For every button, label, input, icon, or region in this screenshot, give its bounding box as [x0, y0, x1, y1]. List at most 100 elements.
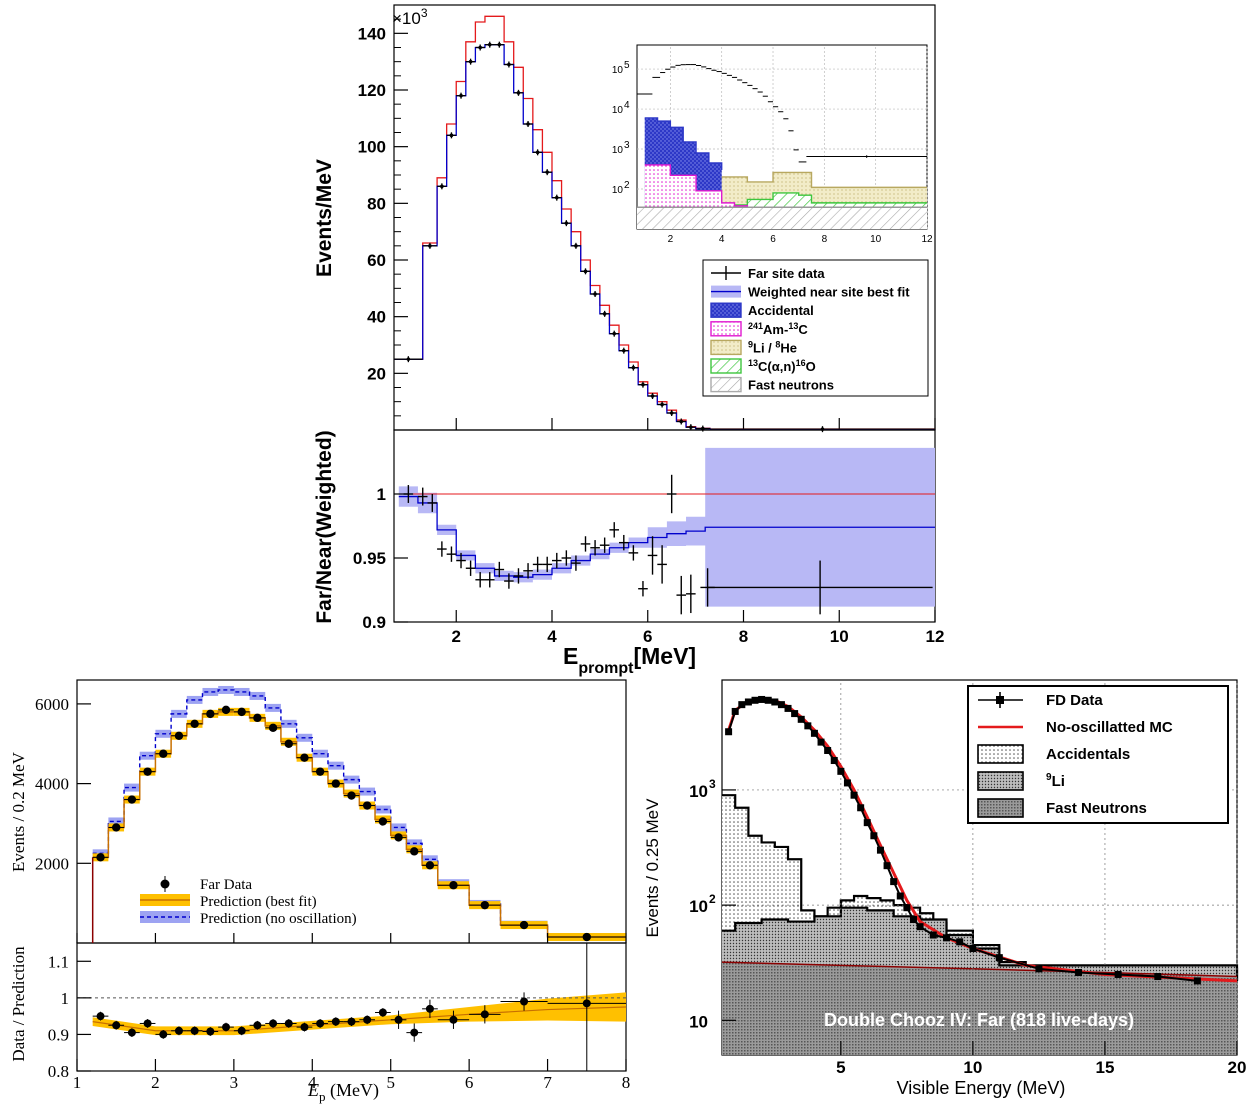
- ratio-data-point: [582, 999, 591, 1008]
- no-osc-band: [139, 751, 156, 760]
- ratio-data-point: [222, 1023, 231, 1032]
- ratio-data-point: [425, 1004, 434, 1013]
- bl-ratio-y-tick-label: 1.1: [48, 952, 69, 971]
- ratio-data-point: [112, 1021, 121, 1030]
- bl-main-plot: 2000 4000 6000: [35, 685, 627, 943]
- legend-entry: Accidentals: [1046, 746, 1130, 763]
- bl-ratio-x-tick-label: 1: [73, 1073, 82, 1092]
- ratio-data-point: [410, 1028, 419, 1037]
- fd-data-point: [764, 696, 772, 704]
- ratio-data-point: [284, 1019, 293, 1028]
- inset-fast-area: [637, 207, 927, 229]
- data-point: [631, 365, 636, 370]
- data-point: [583, 269, 588, 274]
- bl-data-point: [268, 723, 278, 733]
- fd-data-point: [731, 707, 739, 715]
- y-tick-label: 140: [358, 24, 386, 43]
- fd-data-point: [995, 954, 1003, 962]
- fd-data-point: [883, 862, 891, 870]
- fd-data-point: [1193, 977, 1201, 985]
- ratio-data-point: [347, 1017, 356, 1026]
- ratio-x-tick-label: 4: [547, 627, 557, 646]
- fd-data-point: [1114, 970, 1122, 978]
- data-point: [669, 411, 674, 415]
- ratio-data-point: [480, 1010, 489, 1019]
- fd-data-point: [830, 757, 838, 765]
- fd-data-point: [758, 695, 766, 703]
- bl-data-point: [582, 932, 591, 942]
- legend-entry: Accidental: [748, 303, 814, 318]
- data-point: [679, 419, 684, 424]
- inset-accidental-edge: [644, 117, 723, 170]
- no-oscillation-line: [394, 15, 935, 430]
- legend-entry: FD Data: [1046, 692, 1103, 709]
- data-point: [554, 195, 559, 200]
- fd-data-point: [876, 846, 884, 854]
- no-osc-line: [92, 689, 626, 938]
- ratio-data-point: [159, 1030, 168, 1039]
- bl-ratio-y-axis-label: Data / Prediction: [9, 946, 28, 1062]
- fd-data-point: [929, 931, 937, 939]
- data-point: [602, 312, 607, 316]
- legend-swatch: [977, 798, 1024, 818]
- fd-data-point: [1075, 969, 1083, 977]
- top-y-axis-label: Events/MeV: [313, 159, 336, 277]
- bl-ratio-y-tick-label: 1: [61, 989, 70, 1008]
- br-y-tick-exp: 3: [709, 777, 716, 791]
- ratio-data-point: [190, 1026, 199, 1035]
- data-point: [660, 402, 664, 407]
- bl-data-point: [410, 847, 419, 856]
- y-tick-label: 100: [358, 138, 386, 157]
- no-osc-band: [312, 749, 328, 758]
- fd-data-point: [956, 938, 964, 946]
- top-x-axis-label: Eprompt[MeV]: [563, 643, 696, 677]
- legend-entry: Far Data: [200, 877, 252, 893]
- bl-data-point: [159, 749, 168, 758]
- ratio-data-point: [237, 1026, 246, 1035]
- bl-data-point: [96, 853, 105, 862]
- data-point: [564, 221, 569, 225]
- bl-y-tick-label: 2000: [35, 854, 69, 873]
- top-scale-label: ×103: [392, 6, 428, 28]
- inset-y-tick-label: 10: [612, 145, 624, 156]
- no-osc-band: [375, 805, 391, 814]
- bl-data-point: [112, 823, 121, 832]
- legend-swatch: [977, 771, 1024, 791]
- data-point: [641, 382, 645, 387]
- fd-data-point: [725, 728, 733, 736]
- fd-data-point: [837, 767, 845, 775]
- inset-x-tick-label: 12: [921, 234, 933, 245]
- data-point: [622, 348, 626, 353]
- inset-y-tick-label: 10: [612, 105, 624, 116]
- fd-data-point: [797, 715, 805, 723]
- no-osc-band: [249, 691, 266, 700]
- no-osc-band: [265, 703, 281, 712]
- bl-data-point: [315, 767, 325, 776]
- fd-data-point: [857, 804, 865, 812]
- accidentals-edge: [722, 794, 1239, 981]
- bl-ratio-plot: 0.8 0.9 1 1.1 1 2 3 4 5 6 7 8: [48, 943, 630, 1092]
- data-point: [574, 244, 578, 248]
- legend-swatch: [710, 302, 742, 318]
- ratio-band: [92, 992, 626, 1036]
- br-y-tick-exp: 2: [709, 892, 716, 906]
- best-fit-line: [394, 44, 935, 430]
- data-point: [507, 62, 511, 67]
- data-point: [612, 331, 617, 336]
- bl-data-point: [206, 709, 215, 719]
- bl-data-point: [480, 900, 490, 910]
- data-point: [689, 425, 693, 429]
- ratio-data-point: [316, 1019, 325, 1028]
- ratio-data-point: [143, 1019, 152, 1028]
- fd-data-point: [1154, 973, 1162, 981]
- bl-y-tick-label: 4000: [35, 775, 69, 794]
- br-y-tick-label: 10: [689, 1012, 708, 1031]
- ratio-x-tick-label: 12: [926, 627, 945, 646]
- data-point: [428, 244, 432, 248]
- data-point: [701, 426, 705, 431]
- bl-data-point: [449, 881, 458, 890]
